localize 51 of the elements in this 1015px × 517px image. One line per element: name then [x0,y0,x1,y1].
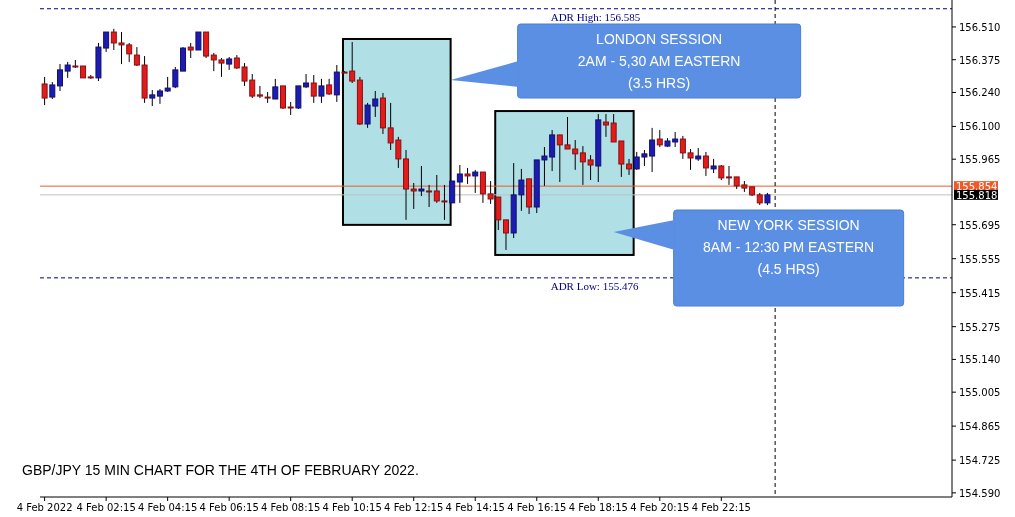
annotation: NEW YORK SESSION 8AM - 12:30 PM EASTERN (4.5 HRS) [703,217,875,277]
candlestick [280,85,286,110]
text: GBP/JPY 15 MIN CHART FOR THE 4TH OF FEBRUARY 2022. [22,462,419,478]
x-tick-label: 4 Feb 16:15 [507,502,567,513]
x-tick-label: 4 Feb 22:15 [691,502,751,513]
candlestick [472,169,479,194]
candlestick [318,78,325,104]
x-tick-label: 4 Feb 10:15 [322,502,382,513]
candlestick [418,165,425,197]
candlestick [180,46,187,72]
candlestick [333,64,340,103]
y-tick-label: 156.510 [959,21,1001,33]
y-tick-label: 155.005 [959,387,1001,399]
candlestick [726,165,732,186]
ref-line-label: ADR High: 156.585 [550,10,641,23]
y-tick-label: 156.100 [959,121,1001,133]
candlestick [56,63,63,92]
y-tick-label: 155.275 [959,321,1001,333]
x-tick-label: 4 Feb 18:15 [568,502,628,513]
x-tick-label: 4 Feb 02:15 [76,502,136,513]
y-tick-label: 156.375 [959,54,1001,66]
y-tick-label: 155.695 [959,219,1001,231]
candlestick [702,151,709,177]
x-tick-label: 4 Feb 14:15 [445,502,505,513]
x-tick-label: 4 Feb 2022 [16,502,73,513]
candlestick [602,113,609,138]
candlestick [426,184,433,208]
x-tick-label: 4 Feb 06:15 [199,502,259,513]
ref-line-label: 155.854 [956,181,998,193]
y-tick-label: 154.590 [959,487,1001,499]
x-tick-label: 4 Feb 20:15 [630,502,690,513]
ref-line-label: ADR Low: 155.476 [550,279,639,292]
y-tick-label: 154.725 [959,455,1001,467]
y-tick-label: 155.555 [959,253,1001,265]
y-tick-label: 155.965 [959,154,1001,166]
y-tick-label: 154.865 [959,421,1001,433]
candlestick [410,182,417,210]
x-tick-label: 4 Feb 08:15 [261,502,321,513]
x-tick-label: 4 Feb 04:15 [138,502,198,513]
candlestick [310,74,317,104]
x-tick-label: 4 Feb 12:15 [384,502,444,513]
y-tick-label: 155.415 [959,287,1001,299]
candlestick [449,180,456,204]
candlestick [456,164,463,204]
candlestick [272,78,279,100]
annotation: LONDON SESSION 2AM - 5,30 AM EASTERN (3.5 HRS) [577,31,741,91]
y-tick-label: 155.140 [959,354,1001,366]
y-tick-label: 156.240 [959,87,1001,99]
ref-line-label: 155.818 [956,189,998,201]
candlestick [503,219,509,251]
candlestick [41,76,48,106]
